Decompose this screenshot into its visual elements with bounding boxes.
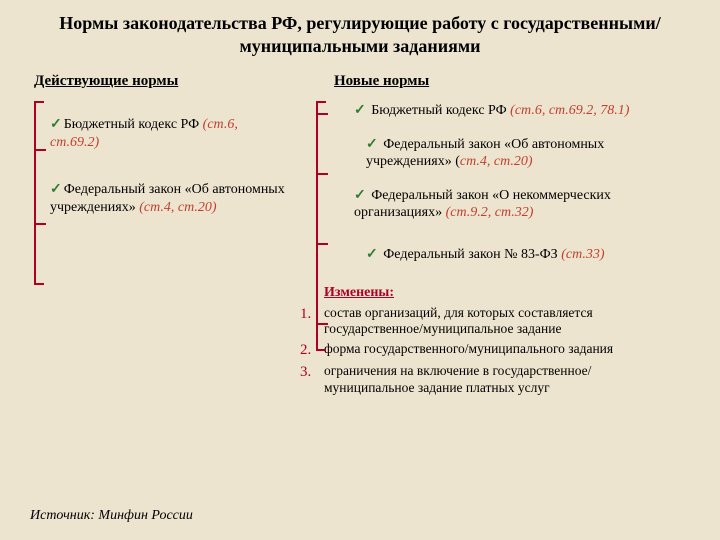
check-icon: ✓ [50,182,62,197]
item-text: Бюджетный кодекс РФ [64,117,203,132]
left-item: ✓Федеральный закон «Об автономных учрежд… [50,181,300,216]
right-column: Новые нормы ✓ Бюджетный кодекс РФ (ст.6,… [300,65,700,279]
right-item: ✓ Федеральный закон «Об автономных учреж… [366,136,700,171]
right-heading: Новые нормы [334,73,700,90]
source-note: Источник: Минфин России [30,508,193,524]
changes-block: Изменены: 1. состав организаций, для кот… [300,285,660,396]
check-icon: ✓ [366,137,378,152]
changes-item: 1. состав организаций, для которых соста… [300,305,660,337]
columns: Действующие нормы ✓Бюджетный кодекс РФ (… [0,65,720,279]
changes-text: форма государственного/муниципального за… [324,341,660,359]
changes-title: Изменены: [324,285,660,301]
left-bracket [34,101,44,285]
left-heading: Действующие нормы [34,73,300,90]
right-item: ✓ Бюджетный кодекс РФ (ст.6, ст.69.2, 78… [354,102,700,120]
item-ref: ст.4, ст.20) [460,154,533,169]
check-icon: ✓ [50,117,62,132]
left-item: ✓Бюджетный кодекс РФ (ст.6, ст.69.2) [50,116,300,151]
item-ref: (ст.4, ст.20) [139,200,216,215]
item-ref: (ст.9.2, ст.32) [446,205,534,220]
changes-num: 3. [300,363,324,395]
item-ref: (ст.6, ст.69.2, 78.1) [510,103,629,118]
changes-item: 3. ограничения на включение в государств… [300,363,660,395]
check-icon: ✓ [366,247,378,262]
item-text: Федеральный закон № 83-ФЗ [383,247,561,262]
right-bracket [316,101,326,351]
page-title: Нормы законодательства РФ, регулирующие … [0,0,720,65]
item-text: Бюджетный кодекс РФ [371,103,510,118]
check-icon: ✓ [354,188,366,203]
changes-text: ограничения на включение в государственн… [324,363,660,395]
item-ref: (ст.33) [561,247,604,262]
changes-text: состав организаций, для которых составля… [324,305,660,337]
check-icon: ✓ [354,103,366,118]
right-item: ✓ Федеральный закон № 83-ФЗ (ст.33) [366,246,700,264]
changes-item: 2. форма государственного/муниципального… [300,341,660,359]
right-item: ✓ Федеральный закон «О некоммерческих ор… [354,187,700,222]
left-column: Действующие нормы ✓Бюджетный кодекс РФ (… [20,65,300,279]
